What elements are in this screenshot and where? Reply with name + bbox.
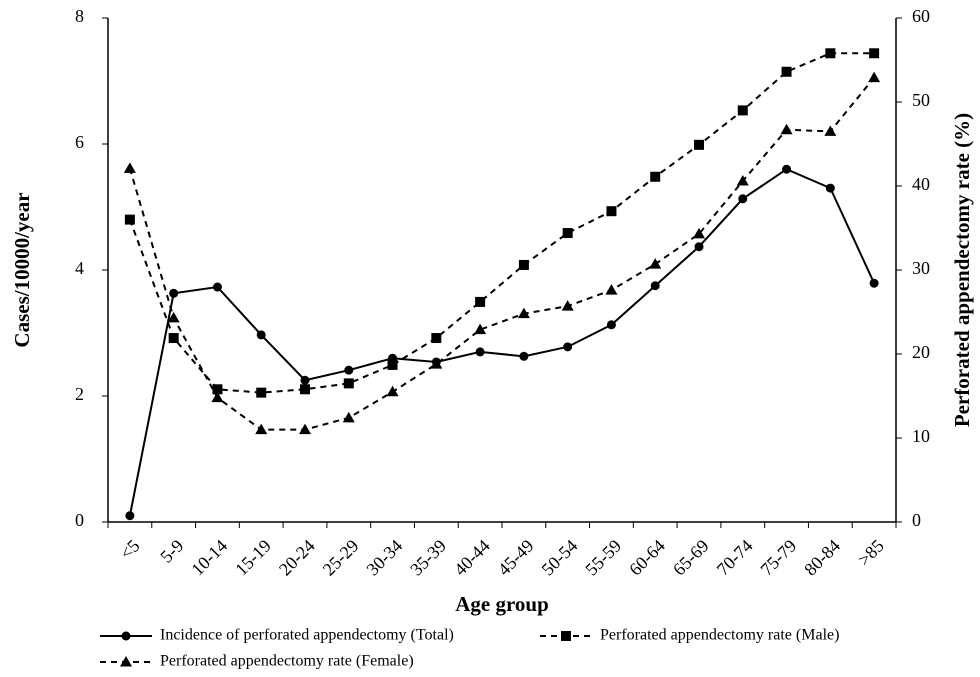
x-tick-label: 75-79 xyxy=(756,536,800,580)
point xyxy=(738,194,748,204)
x-tick-label: 80-84 xyxy=(800,536,844,580)
point xyxy=(650,281,660,291)
x-axis-title: Age group xyxy=(455,592,549,616)
legend-label: Incidence of perforated appendectomy (To… xyxy=(160,627,454,644)
x-tick-label: 35-39 xyxy=(406,536,450,580)
point xyxy=(694,242,704,252)
series-line xyxy=(128,77,875,431)
point xyxy=(387,359,398,370)
point xyxy=(386,385,399,397)
point xyxy=(430,358,443,369)
point xyxy=(212,282,222,292)
point xyxy=(693,227,705,239)
point xyxy=(342,411,355,423)
point xyxy=(518,259,529,270)
point xyxy=(694,139,704,150)
series-line xyxy=(128,52,875,394)
y-tick-label: 8 xyxy=(75,6,84,26)
y2-tick-label: 20 xyxy=(912,342,930,362)
point xyxy=(517,307,530,319)
legend-label: Perforated appendectomy rate (Male) xyxy=(600,627,839,644)
legend-marker xyxy=(561,631,571,641)
point xyxy=(125,511,135,521)
point xyxy=(169,288,179,298)
point xyxy=(825,48,836,59)
point xyxy=(869,48,880,59)
point xyxy=(736,174,749,186)
point xyxy=(300,384,310,395)
point xyxy=(869,278,879,288)
legend-marker xyxy=(121,631,131,641)
point xyxy=(212,384,223,395)
x-tick-label: 55-59 xyxy=(581,536,625,580)
x-tick-label: 30-34 xyxy=(362,536,406,580)
x-tick-label: 70-74 xyxy=(713,536,757,580)
point xyxy=(780,123,793,135)
point xyxy=(475,296,486,307)
y-tick-label: 4 xyxy=(75,258,84,278)
y-tick-label: 2 xyxy=(75,384,84,404)
point xyxy=(606,206,617,217)
point xyxy=(124,214,135,225)
point xyxy=(300,375,310,385)
x-tick-label: 60-64 xyxy=(625,536,669,580)
point xyxy=(562,228,573,239)
series-line xyxy=(128,168,876,516)
point xyxy=(824,125,837,136)
point xyxy=(256,387,267,398)
point xyxy=(561,300,574,311)
y2-tick-label: 60 xyxy=(912,6,930,26)
point xyxy=(344,365,354,375)
point xyxy=(606,320,616,330)
point xyxy=(256,330,266,340)
x-tick-label: >85 xyxy=(854,536,888,570)
point xyxy=(737,105,748,116)
point xyxy=(299,423,311,435)
point xyxy=(211,391,224,403)
point xyxy=(255,423,268,435)
y2-axis-title: Perforated appendectomy rate (%) xyxy=(950,113,974,427)
y-axis-title: Cases/10000/year xyxy=(10,192,34,347)
x-tick-label: 10-14 xyxy=(187,536,231,580)
point xyxy=(825,183,835,193)
x-tick-label: 25-29 xyxy=(319,536,363,580)
y2-tick-label: 30 xyxy=(912,258,930,278)
y2-tick-label: 40 xyxy=(912,174,930,194)
legend-marker xyxy=(120,656,132,667)
point xyxy=(605,284,618,295)
point xyxy=(868,71,881,83)
legend-label: Perforated appendectomy rate (Female) xyxy=(160,653,414,670)
point xyxy=(431,333,442,344)
point xyxy=(167,311,180,323)
point xyxy=(563,342,573,352)
point xyxy=(519,351,529,361)
point xyxy=(474,323,487,335)
x-tick-label: 45-49 xyxy=(494,536,538,580)
point xyxy=(781,66,792,77)
y-tick-label: 0 xyxy=(75,510,84,530)
point xyxy=(168,333,179,344)
y2-tick-label: 0 xyxy=(912,510,921,530)
y-tick-label: 6 xyxy=(75,132,84,152)
y2-tick-label: 50 xyxy=(912,90,930,110)
x-tick-label: 65-69 xyxy=(669,536,713,580)
point xyxy=(343,378,354,389)
y2-tick-label: 10 xyxy=(912,426,930,446)
x-tick-label: 50-54 xyxy=(538,536,582,580)
x-tick-label: 15-19 xyxy=(231,536,275,580)
point xyxy=(123,162,136,173)
x-tick-label: 5-9 xyxy=(156,536,187,567)
point xyxy=(782,164,792,174)
x-tick-label: 40-44 xyxy=(450,536,494,580)
x-tick-label: <5 xyxy=(116,536,144,564)
point xyxy=(649,258,662,269)
x-tick-label: 20-24 xyxy=(275,536,319,580)
point xyxy=(475,347,485,357)
point xyxy=(650,171,661,182)
